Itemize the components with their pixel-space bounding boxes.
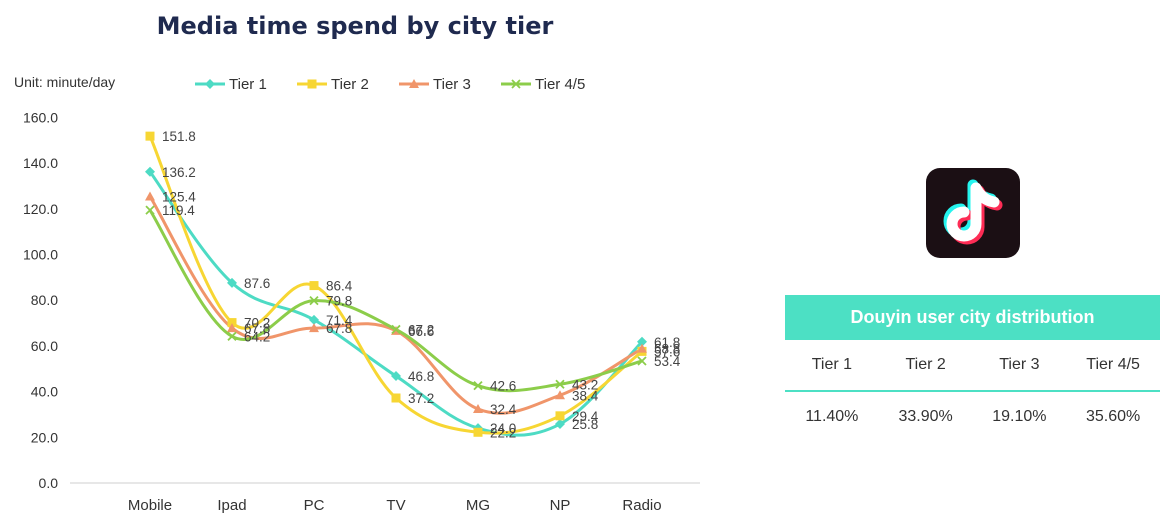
data-point-tier-4-5 — [227, 331, 237, 341]
data-label: 29.4 — [572, 409, 599, 424]
legend-marker-tier-2 — [307, 79, 317, 89]
data-point-tier-2 — [391, 393, 401, 403]
data-label: 119.4 — [162, 203, 195, 218]
legend-label: Tier 1 — [229, 76, 267, 93]
data-label: 86.4 — [326, 279, 353, 294]
data-point-tier-1 — [555, 419, 565, 430]
data-label: 125.4 — [162, 189, 196, 204]
data-point-tier-4-5 — [473, 381, 483, 391]
data-point-tier-4-5 — [637, 356, 647, 366]
x-tick-label: MG — [466, 497, 490, 514]
data-point-tier-4-5 — [145, 205, 155, 215]
distribution-title: Douyin user city distribution — [785, 295, 1160, 340]
chart-title: Media time spend by city tier — [156, 12, 554, 40]
data-point-tier-2 — [309, 281, 319, 291]
data-point-tier-4-5 — [309, 296, 319, 306]
data-label: 64.2 — [244, 329, 270, 344]
legend-marker-tier-4-5 — [511, 79, 521, 89]
series-line-tier-2 — [148, 135, 643, 435]
data-point-tier-4-5 — [391, 324, 401, 335]
distribution-value-row: 11.40% 33.90% 19.10% 35.60% — [785, 392, 1160, 442]
data-label: 42.6 — [490, 379, 516, 394]
data-point-tier-1 — [145, 166, 155, 177]
data-point-tier-1 — [391, 371, 401, 382]
data-label: 136.2 — [162, 165, 196, 180]
y-tick-label: 120.0 — [23, 201, 58, 217]
x-tick-label: Mobile — [128, 497, 172, 514]
data-point-tier-1 — [309, 314, 319, 325]
data-label: 57.6 — [654, 344, 680, 359]
tier-share-value: 35.60% — [1085, 408, 1141, 425]
data-label: 37.2 — [408, 391, 434, 406]
data-label: 79.8 — [326, 294, 352, 309]
tier-label: Tier 2 — [905, 356, 946, 373]
data-label: 87.6 — [244, 276, 270, 291]
data-label: 25.8 — [572, 417, 598, 432]
y-tick-label: 0.0 — [39, 475, 59, 491]
y-tick-label: 40.0 — [31, 384, 58, 400]
tier-share-value: 11.40% — [805, 408, 859, 425]
data-point-tier-2 — [227, 318, 237, 328]
series-line-tier-4-5 — [148, 209, 643, 393]
data-label: 32.4 — [490, 402, 517, 417]
unit-label: Unit: minute/day — [14, 74, 116, 90]
data-label: 67.8 — [244, 321, 270, 336]
tier-label: Tier 4/5 — [1086, 356, 1140, 373]
x-tick-label: PC — [304, 497, 325, 514]
legend-label: Tier 4/5 — [535, 76, 585, 93]
data-label: 53.4 — [654, 354, 681, 369]
data-point-tier-2 — [145, 131, 155, 141]
data-point-tier-3 — [473, 403, 483, 413]
data-point-tier-3 — [309, 323, 319, 333]
data-label: 43.2 — [572, 377, 598, 392]
data-label: 67.2 — [408, 322, 434, 337]
line-chart: 0.0 20.0 40.0 60.0 80.0 100.0 120.0 140.0 160.0 M… — [23, 76, 700, 514]
data-label: 38.4 — [572, 388, 599, 403]
data-point-tier-2 — [473, 427, 483, 437]
x-tick-label: Radio — [622, 497, 661, 514]
data-point-tier-3 — [637, 343, 647, 353]
data-label: 66.6 — [408, 324, 434, 339]
y-tick-label: 60.0 — [31, 338, 58, 354]
y-tick-label: 20.0 — [31, 429, 58, 445]
x-tick-label: Ipad — [217, 497, 246, 514]
tier-share-value: 33.90% — [898, 408, 953, 425]
y-tick-label: 100.0 — [23, 247, 58, 263]
tier-share-value: 19.10% — [992, 408, 1047, 425]
legend-marker-tier-3 — [409, 79, 419, 88]
tier-label: Tier 1 — [811, 356, 853, 373]
y-tick-label: 140.0 — [23, 155, 58, 171]
y-tick-label: 160.0 — [23, 109, 58, 125]
legend-marker-tier-1 — [205, 79, 215, 89]
data-point-tier-2 — [555, 411, 565, 421]
data-label: 58.8 — [654, 342, 680, 357]
data-label: 70.2 — [244, 316, 270, 331]
x-tick-label: TV — [386, 497, 405, 514]
data-label: 67.8 — [326, 321, 352, 336]
tier-label: Tier 3 — [999, 356, 1040, 373]
data-label: 151.8 — [162, 129, 196, 144]
data-point-tier-1 — [227, 277, 237, 288]
data-point-tier-3 — [555, 390, 565, 400]
data-point-tier-3 — [227, 323, 237, 333]
x-tick-label: NP — [550, 497, 571, 514]
data-point-tier-4-5 — [555, 379, 565, 389]
data-label: 61.8 — [654, 335, 680, 350]
distribution-tier-row: Tier 1 Tier 2 Tier 3 Tier 4/5 — [785, 340, 1160, 392]
y-tick-label: 80.0 — [31, 292, 58, 308]
data-label: 71.4 — [326, 313, 353, 328]
legend-label: Tier 2 — [331, 76, 369, 93]
data-point-tier-1 — [637, 336, 647, 347]
data-label: 46.8 — [408, 369, 434, 384]
data-point-tier-3 — [145, 191, 155, 201]
legend-label: Tier 3 — [433, 76, 471, 93]
douyin-logo-icon — [926, 168, 1020, 258]
data-label: 22.2 — [490, 425, 516, 440]
data-label: 24.0 — [490, 421, 516, 436]
